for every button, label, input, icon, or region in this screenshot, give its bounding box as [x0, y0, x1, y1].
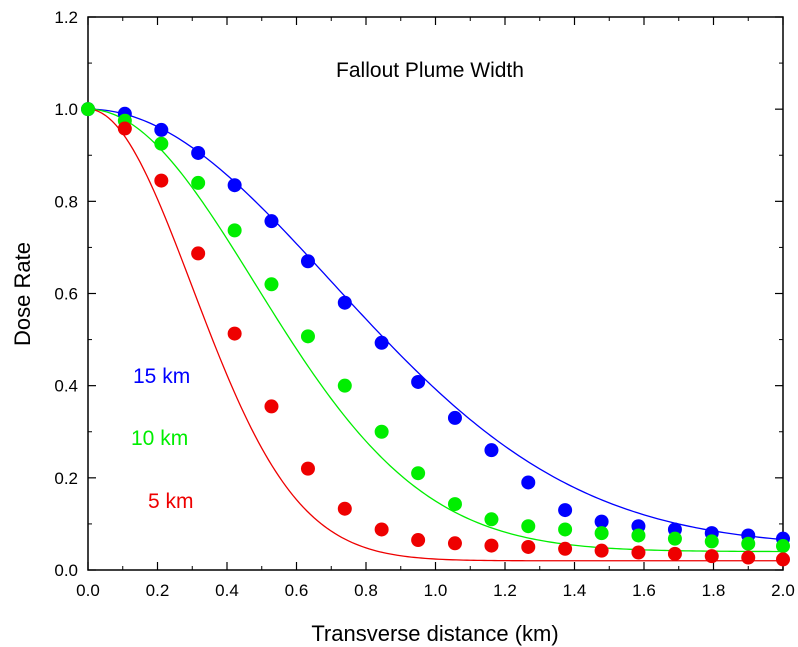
data-point-15km	[374, 335, 389, 350]
y-tick-label: 1.0	[54, 100, 78, 119]
data-point-15km	[411, 374, 426, 389]
data-point-10km	[227, 223, 242, 238]
data-point-10km	[741, 536, 756, 551]
series-label-10km: 10 km	[131, 427, 188, 450]
x-tick-label: 0.0	[76, 581, 100, 600]
data-points	[81, 102, 790, 567]
y-tick-label: 0.8	[54, 192, 78, 211]
data-point-15km	[300, 254, 315, 269]
data-point-10km	[374, 424, 389, 439]
data-point-5km	[776, 552, 790, 567]
data-point-10km	[81, 102, 95, 117]
y-axis-title: Dose Rate	[10, 242, 35, 346]
data-point-5km	[300, 461, 315, 476]
data-point-5km	[484, 538, 499, 553]
data-point-10km	[704, 534, 719, 549]
data-point-15km	[521, 475, 536, 490]
x-tick-label: 0.8	[354, 581, 378, 600]
data-point-5km	[558, 541, 573, 556]
x-tick-label: 0.2	[146, 581, 170, 600]
data-point-5km	[411, 533, 426, 548]
axis-ticks	[87, 16, 784, 571]
x-tick-label: 2.0	[771, 581, 795, 600]
data-point-5km	[447, 536, 462, 551]
x-tick-label: 0.4	[215, 581, 239, 600]
x-tick-label: 1.8	[702, 581, 726, 600]
series-label-5km: 5 km	[148, 490, 194, 513]
y-tick-label: 0.0	[54, 561, 78, 580]
data-point-5km	[594, 543, 609, 558]
data-point-10km	[447, 497, 462, 512]
data-point-5km	[264, 399, 279, 414]
x-tick-label: 1.2	[493, 581, 517, 600]
data-point-15km	[594, 514, 609, 529]
data-point-5km	[374, 522, 389, 537]
data-point-10km	[154, 136, 169, 151]
data-point-5km	[741, 550, 756, 565]
data-point-10km	[300, 329, 315, 344]
fit-line-10km	[87, 108, 784, 553]
plot-frame	[87, 16, 784, 571]
data-point-10km	[337, 378, 352, 393]
data-point-10km	[594, 526, 609, 541]
data-point-10km	[558, 522, 573, 537]
x-tick-label: 1.6	[632, 581, 656, 600]
chart-title: Fallout Plume Width	[336, 59, 524, 82]
y-tick-label: 0.4	[54, 377, 78, 396]
data-point-10km	[484, 512, 499, 527]
data-point-10km	[521, 519, 536, 534]
y-tick-label: 0.2	[54, 469, 78, 488]
fit-line-5km	[87, 108, 783, 562]
data-point-5km	[667, 546, 682, 561]
data-point-5km	[521, 539, 536, 554]
data-point-5km	[337, 501, 352, 516]
data-point-10km	[191, 175, 206, 190]
x-tick-label: 1.4	[563, 581, 587, 600]
data-point-5km	[631, 545, 646, 560]
x-axis-title: Transverse distance (km)	[311, 621, 558, 646]
data-point-5km	[154, 173, 169, 188]
axis-labels: 0.0 0.2 0.4 0.6 0.8 1.0 1.2 1.4 1.6 1.8 2.0 0.0 0.2 0…	[54, 8, 794, 600]
series-label-15km: 15 km	[133, 365, 190, 388]
data-point-15km	[558, 503, 573, 518]
data-point-15km	[191, 145, 206, 160]
data-point-15km	[227, 178, 242, 193]
data-point-15km	[154, 122, 169, 137]
data-point-5km	[704, 549, 719, 564]
data-point-5km	[117, 121, 132, 136]
data-point-15km	[484, 443, 499, 458]
data-point-15km	[264, 214, 279, 229]
data-point-5km	[191, 246, 206, 261]
y-tick-label: 1.2	[54, 8, 78, 27]
data-point-10km	[264, 277, 279, 292]
data-point-10km	[411, 466, 426, 481]
y-tick-label: 0.6	[54, 285, 78, 304]
x-tick-label: 0.6	[285, 581, 309, 600]
data-point-15km	[337, 295, 352, 310]
data-point-10km	[631, 528, 646, 543]
data-point-10km	[776, 539, 790, 554]
data-point-15km	[447, 410, 462, 425]
data-point-10km	[667, 531, 682, 546]
x-tick-label: 1.0	[424, 581, 448, 600]
data-point-5km	[227, 326, 242, 341]
